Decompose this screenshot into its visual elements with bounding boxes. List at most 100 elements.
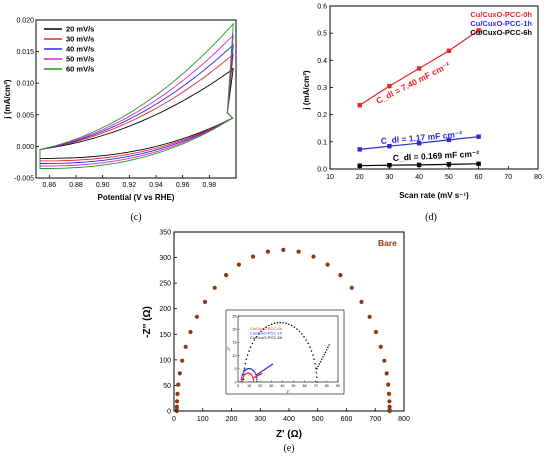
panel-e-ytick-label: 250 bbox=[159, 281, 171, 288]
panel-e-inset-xtick-label: 60 bbox=[303, 384, 307, 388]
panel-d-ytick-label: 0.4 bbox=[317, 58, 327, 65]
panel-d-point bbox=[387, 144, 392, 149]
panel-e-inset-point bbox=[263, 368, 266, 371]
panel-e-ytick-label: 150 bbox=[159, 332, 171, 339]
panel-e-inset-point bbox=[266, 367, 268, 369]
panel-e-inset-point bbox=[251, 368, 254, 371]
panel-e-inset-xtick-label: 0 bbox=[237, 384, 239, 388]
panel-e-inset-point bbox=[255, 376, 258, 379]
panel-c-ytick-label: 0.020 bbox=[16, 18, 34, 25]
panel-e-inset-xtick-label: 70 bbox=[314, 384, 318, 388]
panel-e-ytick-label: 0 bbox=[167, 409, 171, 416]
panel-e-inset-ytick-label: 5 bbox=[235, 367, 237, 371]
panel-d-point bbox=[416, 141, 422, 146]
panel-d-point bbox=[387, 163, 392, 168]
panel-d-xtick-label: 80 bbox=[534, 174, 542, 181]
panel-e-point bbox=[224, 273, 229, 278]
panel-c-caption: (c) bbox=[130, 212, 141, 223]
panel-e-inset-point bbox=[312, 354, 314, 356]
panel-e-inset-ytick-label: 10 bbox=[233, 354, 237, 358]
panel-e-inset-point bbox=[243, 370, 245, 373]
panel-e-inset-point bbox=[260, 330, 262, 333]
panel-e-inset-xtick-label: 20 bbox=[258, 384, 262, 388]
panel-e-inset-ytick-label: 0 bbox=[235, 380, 237, 384]
panel-e-inset-point bbox=[249, 346, 252, 348]
panel-d-point bbox=[387, 83, 392, 89]
panel-e-inset-point bbox=[254, 372, 256, 374]
panel-c-xlabel: Potential (V vs RHE) bbox=[98, 193, 175, 202]
panel-e-point bbox=[194, 314, 199, 319]
panel-e-inset-xlabel: Z' bbox=[287, 390, 290, 394]
panel-e-point bbox=[378, 344, 383, 349]
panel-d-point bbox=[357, 103, 362, 108]
panel-e-inset-point bbox=[293, 326, 296, 328]
panel-e-inset-legend-label: Cu/CuxO-PCC-6h bbox=[250, 335, 282, 340]
panel-c-legend-label: 50 mV/s bbox=[66, 55, 94, 64]
panel-e-inset-point bbox=[251, 374, 253, 377]
panel-e-inset-point bbox=[325, 349, 328, 351]
panel-e-inset-point bbox=[305, 339, 307, 341]
panel-d-point bbox=[446, 162, 452, 167]
panel-e-point bbox=[386, 391, 392, 396]
panel-d-point bbox=[416, 66, 422, 71]
panel-c-ytick-label: -0.005 bbox=[14, 176, 34, 183]
panel-e-inset-point bbox=[260, 372, 263, 375]
panel-e-inset-point bbox=[251, 342, 254, 345]
panel-c-cv-curve bbox=[39, 22, 234, 169]
panel-e-inset-point bbox=[259, 371, 261, 374]
panel-e-xtick-label: 500 bbox=[312, 416, 324, 423]
panel-e-point bbox=[296, 249, 301, 254]
panel-e-inset-point bbox=[316, 376, 318, 379]
panel-e-inset-xtick-label: 90 bbox=[336, 384, 340, 388]
panel-c-ytick-label: 0.010 bbox=[16, 81, 34, 88]
panel-e-point bbox=[183, 344, 188, 349]
panel-c-ytick-label: 0.015 bbox=[16, 49, 34, 56]
panel-e-point bbox=[384, 371, 389, 376]
panel-e-point bbox=[387, 404, 392, 409]
panel-e-inset-point bbox=[296, 328, 298, 330]
panel-d-xtick-label: 30 bbox=[386, 174, 394, 181]
panel-e-inset-point bbox=[273, 322, 276, 325]
panel-e-inset-point bbox=[244, 362, 247, 365]
panel-e-point bbox=[338, 273, 343, 278]
panel-e-xtick-label: 0 bbox=[172, 416, 176, 423]
panel-e-inset-point bbox=[256, 373, 258, 376]
panel-d-ylabel: j (mA/cm²) bbox=[302, 70, 311, 110]
panel-e-inset-point bbox=[252, 379, 255, 381]
panel-c-cv-chart: 0.86 0.88 0.90 0.92 0.94 0.96 0.98 -0.005 0.000… bbox=[3, 18, 237, 223]
panel-e-inset-point bbox=[267, 366, 269, 368]
panel-c-ytick-label: 0.005 bbox=[16, 112, 34, 119]
panel-e-inset-point bbox=[316, 381, 318, 383]
panel-d-legend-label: Cu/CuxO-PCC-6h bbox=[470, 28, 532, 37]
panel-e-inset-chart: 0 10 20 30 40 50 60 70 80 90 0 5 10 15 20 25 Cu/CuxO-P… bbox=[225, 309, 345, 395]
panel-d-point bbox=[476, 134, 481, 139]
panel-e-point bbox=[250, 254, 256, 259]
panel-e-inset-point bbox=[252, 380, 255, 383]
panel-e-inset-point bbox=[242, 377, 244, 379]
panel-e-inset-point bbox=[310, 350, 313, 352]
panel-e-inset-point bbox=[324, 351, 327, 353]
panel-e-inset-point bbox=[321, 358, 323, 361]
panel-e-inset-point bbox=[315, 371, 318, 374]
panel-d-point bbox=[357, 163, 362, 168]
panel-e-ytick-label: 100 bbox=[159, 357, 171, 364]
panel-e-inset-point bbox=[279, 321, 281, 324]
panel-e-inset-point bbox=[241, 373, 244, 376]
panel-d-point bbox=[416, 162, 422, 168]
panel-e-inset-point bbox=[290, 324, 293, 327]
panel-e-inset-point bbox=[270, 323, 273, 325]
panel-e-point bbox=[175, 399, 180, 404]
panel-d-xtick-label: 20 bbox=[356, 174, 364, 181]
panel-e-point bbox=[202, 299, 208, 304]
panel-d-point bbox=[476, 28, 481, 33]
panel-e-point bbox=[180, 358, 185, 363]
panel-c-legend-label: 30 mV/s bbox=[66, 35, 94, 44]
panel-c-xtick-label: 0.96 bbox=[176, 182, 190, 189]
panel-e-point bbox=[174, 404, 179, 409]
panel-e-inset-point bbox=[268, 324, 270, 327]
panel-e-inset-point bbox=[243, 367, 246, 369]
panel-e-inset-point bbox=[316, 368, 318, 370]
panel-e-inset-point bbox=[258, 372, 260, 374]
panel-e-inset-point bbox=[322, 356, 324, 358]
panel-e-ytick-label: 50 bbox=[163, 383, 171, 390]
